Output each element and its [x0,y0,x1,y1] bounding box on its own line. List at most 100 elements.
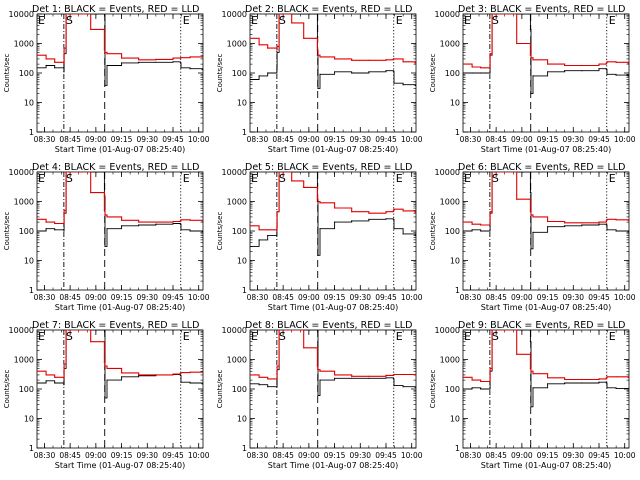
y-tick-label: 10 [24,415,34,424]
series-lld-point [463,63,464,65]
series-lld-point [317,200,319,203]
edge-marker-label: E [464,330,471,343]
x-tick-label: 09:15 [111,135,133,144]
series-events-point [385,218,387,220]
series-events-point [106,379,108,381]
time-marker-label: S [492,172,499,185]
series-lld-point [627,219,629,221]
x-tick-label: 09:45 [162,293,184,302]
series-lld-point [155,221,157,223]
series-lld-point [138,59,140,61]
x-tick-label: 09:00 [298,293,320,302]
series-lld-point [516,353,518,355]
y-tick-label: 10 [237,257,247,266]
x-tick-label: 10:00 [188,135,210,144]
series-group [463,330,629,408]
series-events-point [385,70,387,72]
series-lld-point [280,14,282,15]
x-tick-label: 10:00 [614,451,636,460]
series-lld-point [402,210,404,212]
x-tick-label: 09:30 [136,451,158,460]
y-axis-label: Counts/sec [216,54,224,93]
x-tick-label: 09:45 [588,293,610,302]
series-lld-point [317,54,319,56]
series-events-point [402,386,404,388]
x-tick-label: 09:30 [349,451,371,460]
edge-marker-label: E [38,330,45,343]
x-tick-label: 09:45 [162,451,184,460]
series-lld-point [334,207,336,209]
series-lld-point [276,227,278,229]
series-lld-point [37,218,38,220]
series-lld-point [138,374,140,376]
series-lld-point [605,377,608,379]
series-events-point [104,84,106,86]
series-lld-point [480,380,482,383]
y-tick-label: 10000 [9,326,34,335]
series-lld-point [106,53,108,55]
x-tick-label: 08:30 [34,293,56,302]
series-lld-point [104,214,106,216]
y-tick-label: 1000 [14,356,34,365]
panel-title: Det 1: BLACK = Events, RED = LLD [32,4,199,15]
series-lld-point [291,330,293,331]
x-axis-label: Start Time (01-Aug-07 08:25:40) [55,145,186,154]
x-axis-label: Start Time (01-Aug-07 08:25:40) [481,461,612,470]
series-lld-point [45,374,47,376]
panel-det-7: Det 7: BLACK = Events, RED = LLD Counts/s… [3,320,210,470]
x-tick-label: 09:15 [537,135,559,144]
x-axis-label: Start Time (01-Aug-07 08:25:40) [481,145,612,154]
x-axis-label: Start Time (01-Aug-07 08:25:40) [55,303,186,312]
series-lld-point [564,222,566,224]
x-axis-label: Start Time (01-Aug-07 08:25:40) [268,145,399,154]
series-events-point [250,78,251,81]
series-events-point [581,70,583,72]
series-lld-point [303,186,305,188]
x-tick-label: 09:30 [562,135,584,144]
x-tick-label: 08:45 [485,451,507,460]
x-tick-label: 09:15 [537,451,559,460]
x-tick-label: 08:45 [272,451,294,460]
series-events-point [463,230,464,232]
series-lld-point [529,211,532,213]
series-events-point [319,379,321,381]
series-lld-point [316,49,318,51]
panel-det-3: Det 3: BLACK = Events, RED = LLD Counts/s… [429,4,636,154]
series-events-point [530,93,532,95]
series-lld-point [106,367,108,369]
x-tick-label: 08:45 [59,135,81,144]
series-events-point [532,75,534,77]
series-lld-point [414,62,416,64]
y-tick-label: 10000 [9,10,34,19]
x-tick-label: 08:30 [247,293,269,302]
series-lld-point [334,58,336,60]
y-tick-label: 100 [232,227,247,236]
series-events-point [54,382,56,384]
series-events-point [317,87,319,89]
series-events-point [189,382,191,384]
series-lld-point [493,14,495,15]
series-events-point [393,228,395,230]
time-marker-label: S [66,330,73,343]
series-lld-point [351,211,353,213]
series-events-point [393,385,395,387]
series-events-point [189,230,191,232]
series-group [463,172,629,250]
series-lld-point [547,63,549,65]
y-tick-label: 1000 [440,40,460,49]
series-lld-point [90,192,92,194]
series-lld-point [155,374,157,376]
series-events-point [402,84,404,86]
series-events-point [414,235,416,237]
x-tick-label: 10:00 [401,135,423,144]
series-lld-point [121,219,123,221]
series-lld-point [532,59,534,61]
series-lld-point [258,229,260,231]
x-tick-label: 09:15 [111,451,133,460]
series-lld-point [564,64,566,67]
y-tick-label: 10 [450,415,460,424]
y-tick-label: 1 [455,128,460,137]
series-lld-point [316,198,318,200]
x-tick-label: 10:00 [188,451,210,460]
